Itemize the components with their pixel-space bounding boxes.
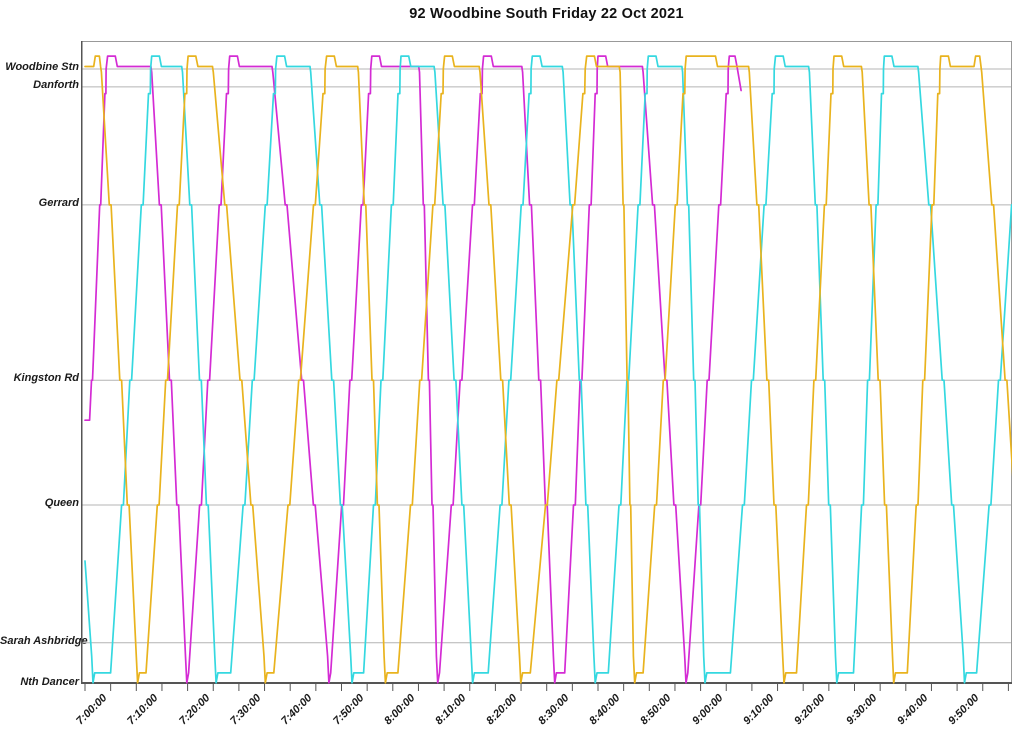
y-axis-label-queen: Queen <box>44 497 79 510</box>
y-axis-label-sarah-ashbridge: Sarah Ashbridge <box>0 634 88 647</box>
y-axis-label-nth-dancer: Nth Dancer <box>20 676 79 688</box>
y-axis-label-danforth: Danforth <box>33 78 79 91</box>
y-axis-label-gerrard: Gerrard <box>38 196 79 209</box>
line-vehicle-magenta <box>84 55 742 684</box>
y-axis-label-woodbine-stn: Woodbine Stn <box>5 61 79 73</box>
chart-title: 92 Woodbine South Friday 22 Oct 2021 <box>409 6 684 22</box>
plot-area <box>81 41 1012 691</box>
line-vehicle-orange <box>84 55 1012 684</box>
line-vehicle-cyan <box>84 55 1012 684</box>
x-axis-ticks <box>84 684 1009 691</box>
y-axis-label-kingston-rd: Kingston Rd <box>13 372 79 385</box>
plot-frame <box>81 41 1012 684</box>
vehicle-lines <box>84 55 1012 684</box>
